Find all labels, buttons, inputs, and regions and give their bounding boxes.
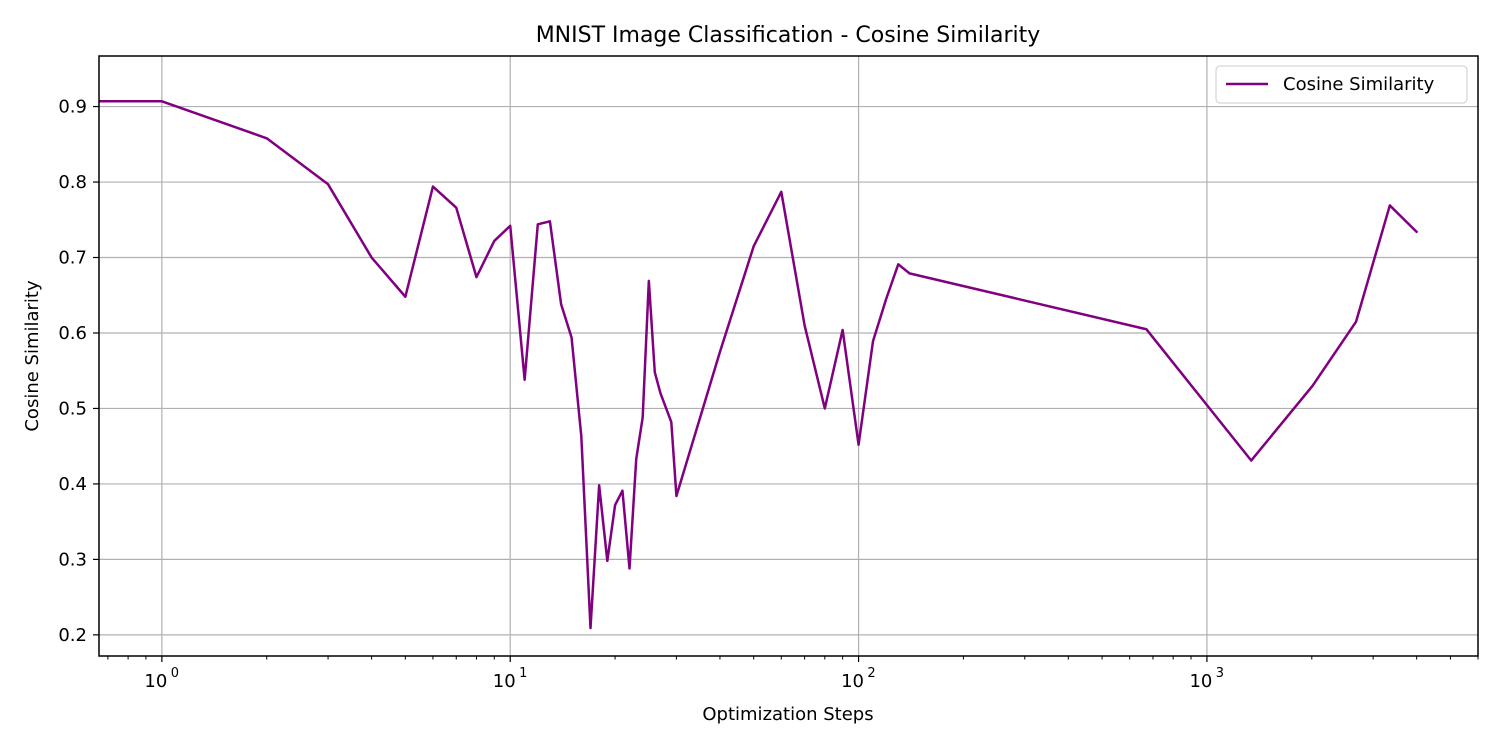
chart-title: MNIST Image Classification - Cosine Simi… — [536, 23, 1041, 48]
legend: Cosine Similarity — [1215, 65, 1468, 104]
x-minor-ticks — [107, 656, 1479, 660]
y-tick-label: 0.6 — [58, 323, 87, 344]
grid-lines — [99, 56, 1478, 656]
x-tick-label: 10 — [1189, 671, 1212, 692]
series-layer — [99, 100, 1419, 630]
x-tick-label: 10 — [144, 671, 167, 692]
x-tick-exponent: 2 — [867, 666, 875, 681]
axis-ticks — [93, 105, 1208, 662]
x-tick-exponent: 0 — [171, 666, 179, 681]
tick-labels: 0.20.30.40.50.60.70.80.910 0 10 1 10 2 10 3 — [58, 97, 1224, 692]
x-tick-label: 10 — [493, 671, 516, 692]
legend-label: Cosine Similarity — [1283, 74, 1435, 95]
plot-frame — [98, 55, 1479, 657]
legend-box — [1215, 65, 1468, 104]
y-axis-label: Cosine Similarity — [22, 280, 43, 432]
y-tick-label: 0.5 — [58, 398, 87, 419]
x-tick-label: 10 — [841, 671, 864, 692]
series-line-cosine-similarity — [99, 100, 1419, 630]
y-tick-label: 0.3 — [58, 549, 87, 570]
x-tick-exponent: 1 — [519, 666, 527, 681]
y-tick-label: 0.9 — [58, 97, 87, 118]
y-tick-label: 0.4 — [58, 474, 87, 495]
x-axis-label: Optimization Steps — [702, 704, 873, 725]
y-tick-label: 0.7 — [58, 248, 87, 269]
x-tick-exponent: 3 — [1216, 666, 1224, 681]
y-tick-label: 0.8 — [58, 172, 87, 193]
y-tick-label: 0.2 — [58, 625, 87, 646]
